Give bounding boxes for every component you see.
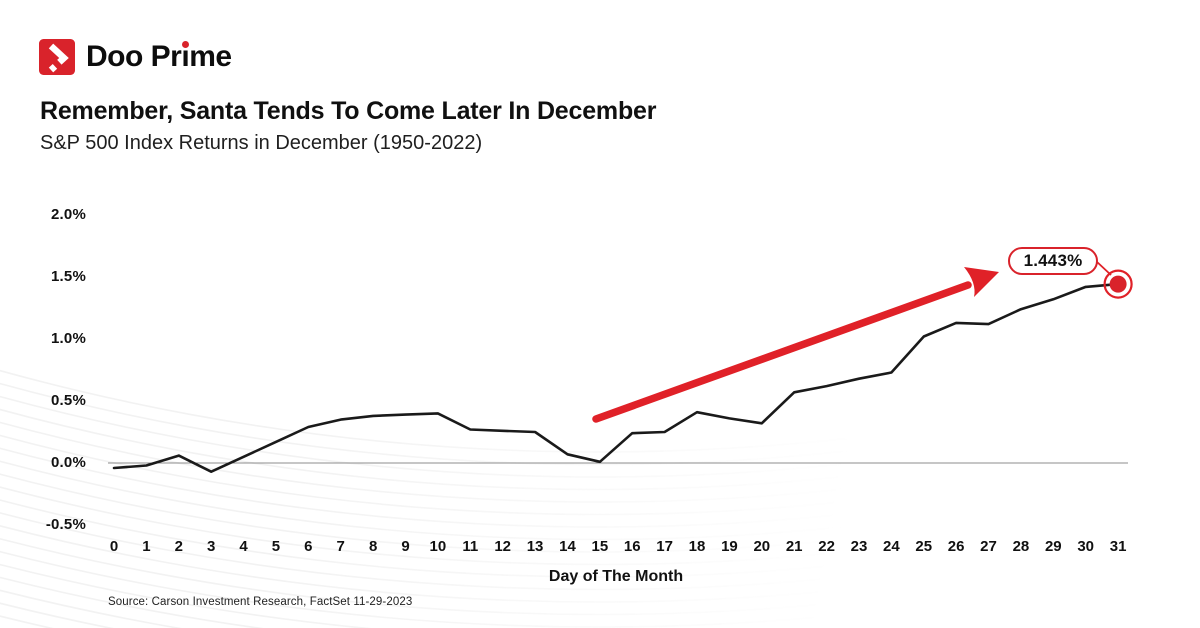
x-tick-label: 11 <box>462 538 479 555</box>
brand-i-dot: ı <box>181 40 190 73</box>
x-tick-label: 26 <box>947 538 965 555</box>
annotation-callout: 1.443% <box>1008 247 1098 275</box>
brand-text-2: me <box>189 40 232 73</box>
sp500-returns-line <box>112 282 1120 474</box>
x-tick-label: 14 <box>559 538 576 555</box>
x-tick-label: 7 <box>336 538 345 555</box>
y-tick-label: 2.0% <box>51 206 86 223</box>
endpoint-ring <box>1103 269 1133 299</box>
chart-title: Remember, Santa Tends To Come Later In D… <box>40 97 657 125</box>
source-note: Source: Carson Investment Research, Fact… <box>108 596 413 608</box>
x-tick-label: 17 <box>656 538 673 555</box>
x-tick-label: 18 <box>688 538 706 555</box>
x-tick-label: 12 <box>494 538 512 555</box>
x-tick-label: 6 <box>304 538 313 555</box>
y-tick-label: 0.0% <box>51 454 86 471</box>
x-tick-label: 10 <box>429 538 447 555</box>
x-tick-label: 1 <box>142 538 151 555</box>
x-tick-label: 20 <box>753 538 771 555</box>
x-tick-label: 0 <box>109 538 119 555</box>
x-tick-label: 2 <box>174 538 183 555</box>
x-tick-label: 27 <box>980 538 997 555</box>
x-tick-label: 24 <box>883 538 900 555</box>
x-tick-label: 28 <box>1012 538 1030 555</box>
x-tick-label: 5 <box>271 538 281 555</box>
x-tick-label: 29 <box>1044 538 1062 555</box>
y-tick-label: 1.0% <box>51 330 86 347</box>
x-tick-label: 16 <box>623 538 641 555</box>
chart-subtitle: S&P 500 Index Returns in December (1950-… <box>40 132 483 154</box>
x-tick-label: 21 <box>785 538 803 555</box>
doo-prime-logo-icon <box>39 39 75 75</box>
endpoint-dot <box>1109 275 1127 293</box>
x-tick-label: 31 <box>1109 538 1127 555</box>
x-tick-label: 4 <box>239 538 248 555</box>
x-tick-label: 30 <box>1077 538 1095 555</box>
x-tick-label: 3 <box>206 538 216 555</box>
trend-arrow <box>592 267 999 423</box>
y-tick-label: 1.5% <box>51 268 86 285</box>
x-tick-label: 25 <box>915 538 933 555</box>
x-tick-label: 19 <box>721 538 738 555</box>
brand-logo: Doo Prıme <box>39 39 232 75</box>
x-axis-title: Day of The Month <box>548 568 684 585</box>
y-tick-label: 0.5% <box>51 392 86 409</box>
x-tick-label: 15 <box>591 538 609 555</box>
x-tick-label: 9 <box>401 538 410 555</box>
x-tick-label: 22 <box>818 538 835 555</box>
callout-connector-line <box>1095 260 1112 276</box>
x-tick-label: 13 <box>526 538 544 555</box>
y-tick-label: -0.5% <box>45 516 86 533</box>
brand-wordmark: Doo Prıme <box>86 39 232 75</box>
x-tick-label: 8 <box>368 538 378 555</box>
x-tick-label: 23 <box>850 538 868 555</box>
brand-text-1: Doo Pr <box>86 40 182 73</box>
